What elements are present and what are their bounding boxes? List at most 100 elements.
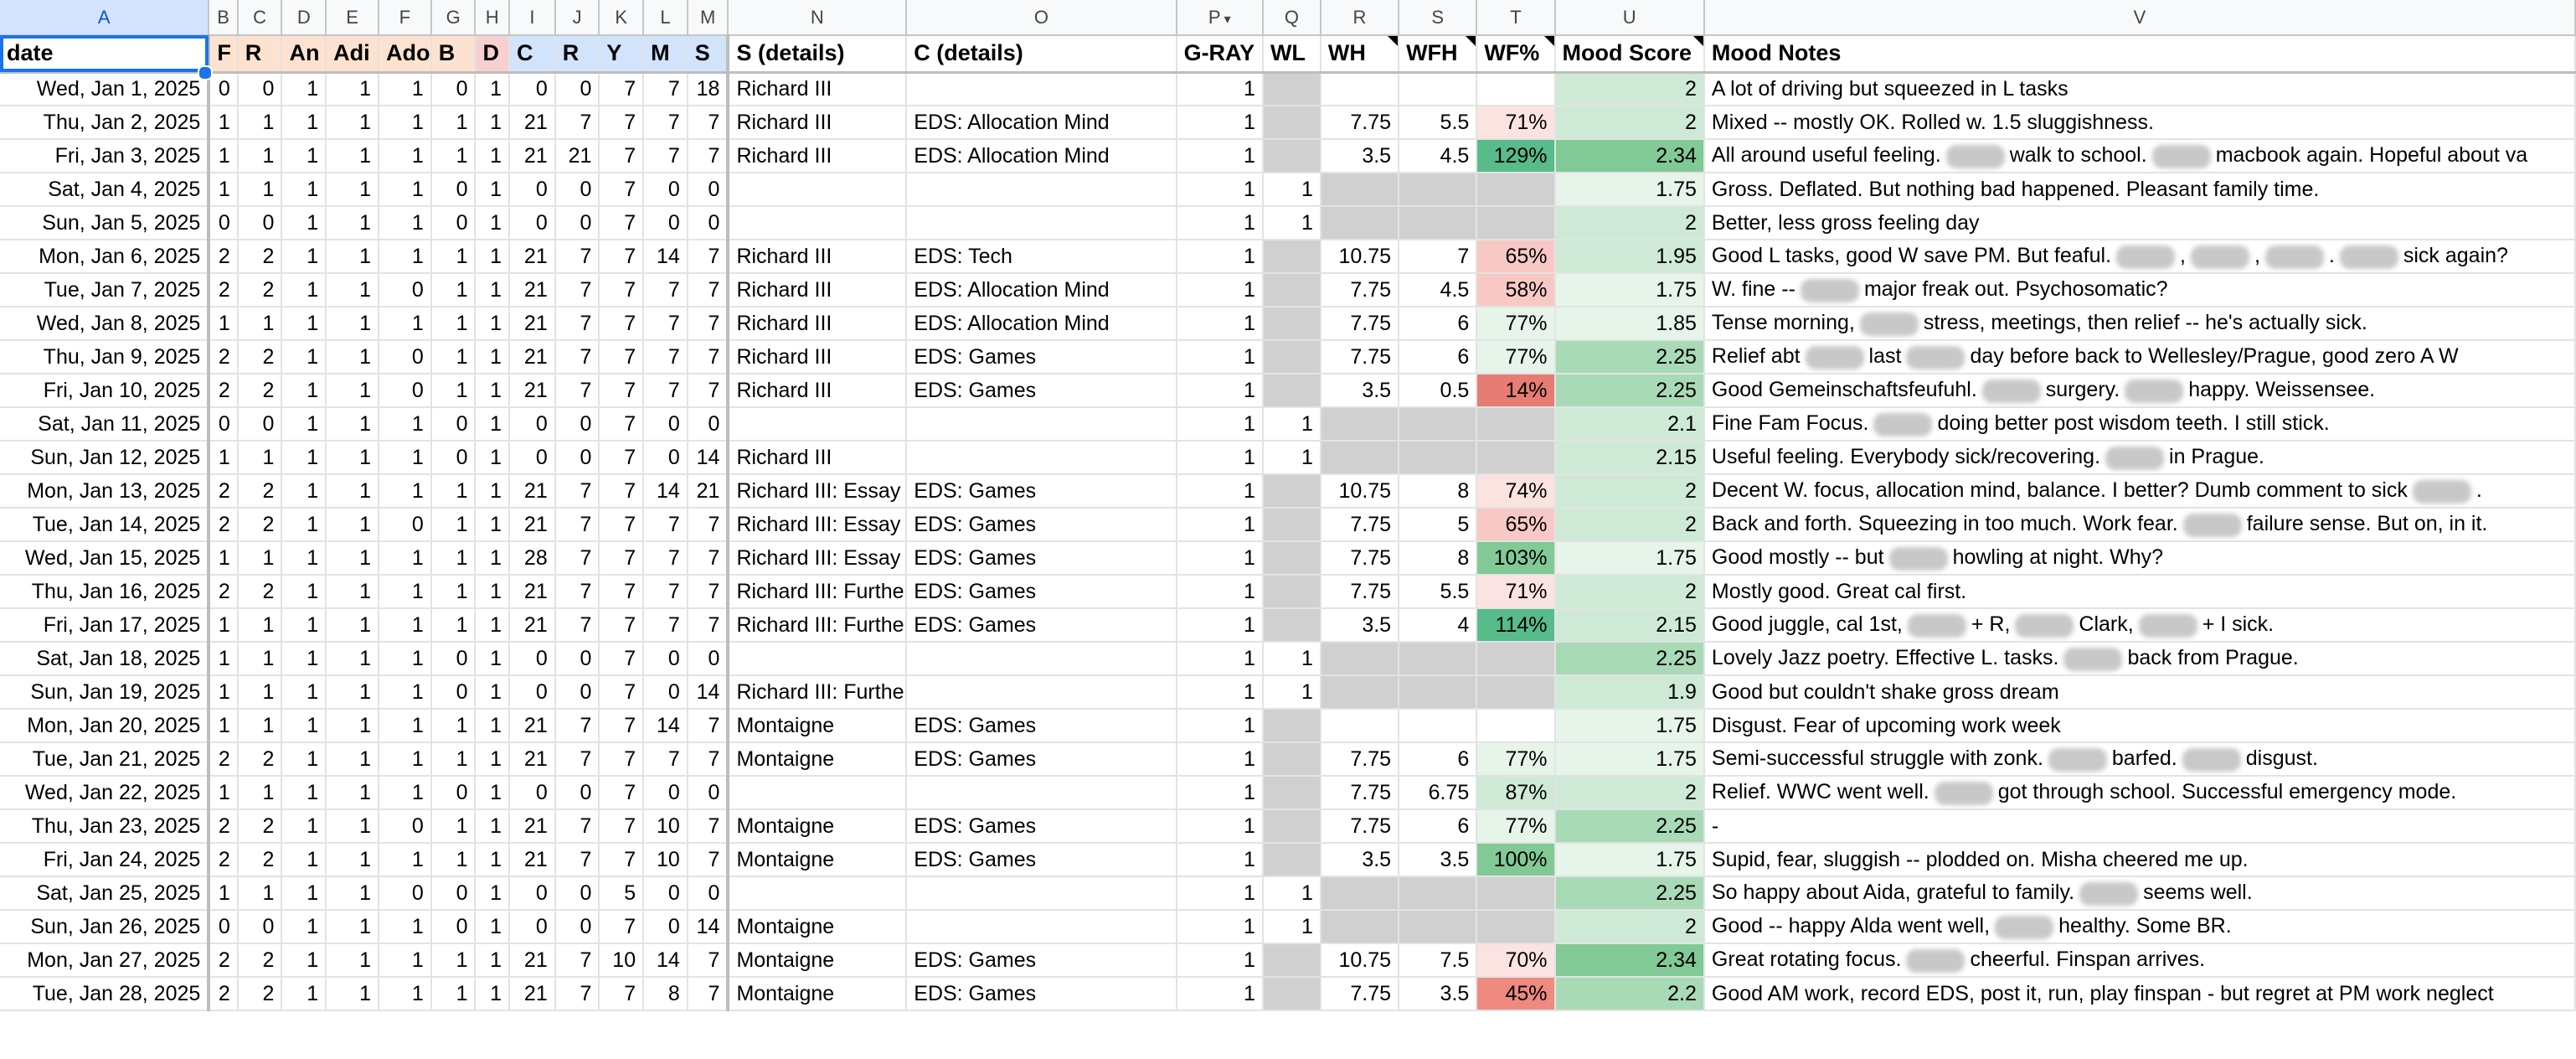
wfh-cell[interactable]: 6 [1399, 307, 1478, 341]
wfh-cell[interactable] [1399, 206, 1478, 240]
wl-cell[interactable] [1262, 273, 1321, 307]
value-cell[interactable]: 2 [237, 508, 283, 542]
value-cell[interactable]: 1 [237, 608, 283, 643]
c-details-cell[interactable]: EDS: Games [906, 742, 1177, 777]
value-cell[interactable]: 1 [378, 776, 432, 810]
value-cell[interactable]: 1 [237, 876, 283, 911]
value-cell[interactable]: 7 [643, 340, 688, 375]
wh-cell[interactable]: 7.75 [1320, 541, 1400, 576]
value-cell[interactable]: 21 [509, 240, 556, 274]
date-cell[interactable]: Sat, Jan 4, 2025 [0, 173, 211, 207]
value-cell[interactable]: 1 [378, 910, 432, 944]
value-cell[interactable]: 1 [475, 541, 511, 576]
value-cell[interactable]: 7 [643, 106, 688, 140]
value-cell[interactable]: 21 [509, 307, 556, 341]
value-cell[interactable]: 1 [326, 608, 379, 643]
value-cell[interactable]: 2 [209, 374, 239, 408]
wf-percent-cell[interactable]: 100% [1476, 843, 1556, 877]
s-details-cell[interactable] [728, 876, 908, 911]
mood-notes-cell[interactable]: - [1703, 809, 2576, 844]
date-cell[interactable]: Tue, Jan 21, 2025 [0, 742, 211, 777]
value-cell[interactable]: 1 [430, 709, 477, 743]
value-cell[interactable]: 7 [687, 307, 730, 341]
s-details-cell[interactable]: Montaigne [728, 809, 908, 844]
s-details-cell[interactable] [728, 173, 908, 207]
value-cell[interactable]: 21 [509, 809, 556, 844]
value-cell[interactable]: 1 [326, 474, 379, 509]
mood-notes-cell[interactable]: Back and forth. Squeezing in too much. W… [1703, 508, 2576, 542]
wh-cell[interactable]: 3.5 [1320, 374, 1400, 408]
value-cell[interactable]: 7 [599, 843, 645, 877]
wfh-cell[interactable]: 4.5 [1399, 273, 1478, 307]
wl-cell[interactable] [1262, 374, 1321, 408]
value-cell[interactable]: 1 [281, 809, 327, 844]
value-cell[interactable]: 0 [509, 776, 556, 810]
wl-cell[interactable]: 1 [1262, 206, 1321, 240]
wf-percent-cell[interactable] [1476, 876, 1556, 911]
wh-cell[interactable]: 10.75 [1320, 943, 1400, 978]
mood-notes-cell[interactable]: Supid, fear, sluggish -- plodded on. Mis… [1703, 843, 2576, 877]
c-details-cell[interactable]: EDS: Allocation Mind [906, 307, 1177, 341]
g-ray-cell[interactable]: 1 [1176, 474, 1264, 509]
wh-cell[interactable] [1320, 441, 1400, 475]
value-cell[interactable]: 14 [643, 240, 688, 274]
value-cell[interactable]: 2 [237, 943, 283, 978]
c-details-cell[interactable]: EDS: Games [906, 508, 1177, 542]
wh-cell[interactable]: 10.75 [1320, 240, 1400, 274]
value-cell[interactable]: 1 [209, 139, 239, 173]
header-cell[interactable]: Ado [378, 35, 432, 74]
wh-cell[interactable] [1320, 173, 1400, 207]
value-cell[interactable]: 2 [209, 273, 239, 307]
c-details-cell[interactable]: EDS: Allocation Mind [906, 106, 1177, 140]
value-cell[interactable]: 1 [378, 307, 432, 341]
value-cell[interactable]: 1 [326, 240, 379, 274]
value-cell[interactable]: 7 [687, 541, 730, 576]
wf-percent-cell[interactable] [1476, 642, 1556, 676]
value-cell[interactable]: 7 [643, 139, 688, 173]
value-cell[interactable]: 7 [554, 374, 600, 408]
value-cell[interactable]: 1 [430, 307, 477, 341]
value-cell[interactable]: 7 [599, 575, 645, 609]
wfh-cell[interactable] [1399, 876, 1478, 911]
wfh-cell[interactable]: 6 [1399, 742, 1478, 777]
mood-score-cell[interactable]: 1.75 [1554, 709, 1705, 743]
value-cell[interactable]: 0 [430, 642, 477, 676]
value-cell[interactable]: 7 [643, 374, 688, 408]
value-cell[interactable]: 1 [378, 139, 432, 173]
value-cell[interactable]: 7 [599, 809, 645, 844]
wl-cell[interactable] [1262, 106, 1321, 140]
mood-notes-cell[interactable]: Mixed -- mostly OK. Rolled w. 1.5 sluggi… [1703, 106, 2576, 140]
value-cell[interactable]: 14 [687, 910, 730, 944]
value-cell[interactable]: 21 [509, 474, 556, 509]
value-cell[interactable]: 7 [643, 608, 688, 643]
mood-notes-cell[interactable]: So happy about Aida, grateful to family.… [1703, 876, 2576, 911]
value-cell[interactable]: 7 [643, 307, 688, 341]
value-cell[interactable]: 7 [643, 742, 688, 777]
value-cell[interactable]: 0 [430, 206, 477, 240]
s-details-cell[interactable]: Richard III [728, 139, 908, 173]
value-cell[interactable]: 1 [430, 575, 477, 609]
value-cell[interactable]: 7 [554, 977, 600, 1011]
value-cell[interactable]: 0 [509, 407, 556, 442]
value-cell[interactable]: 2 [209, 474, 239, 509]
s-details-cell[interactable]: Montaigne [728, 843, 908, 877]
value-cell[interactable]: 1 [475, 173, 511, 207]
value-cell[interactable]: 7 [599, 106, 645, 140]
value-cell[interactable]: 1 [430, 541, 477, 576]
wf-percent-cell[interactable]: 14% [1476, 374, 1556, 408]
value-cell[interactable]: 7 [554, 508, 600, 542]
value-cell[interactable]: 28 [509, 541, 556, 576]
value-cell[interactable]: 1 [326, 876, 379, 911]
date-cell[interactable]: Sat, Jan 25, 2025 [0, 876, 211, 911]
column-header-r[interactable]: R [1320, 0, 1400, 36]
column-header-j[interactable]: J [554, 0, 600, 36]
c-details-cell[interactable] [906, 407, 1177, 442]
wf-percent-cell[interactable] [1476, 675, 1556, 710]
s-details-cell[interactable] [728, 642, 908, 676]
value-cell[interactable]: 1 [281, 943, 327, 978]
value-cell[interactable]: 0 [643, 441, 688, 475]
g-ray-cell[interactable]: 1 [1176, 173, 1264, 207]
wfh-cell[interactable] [1399, 675, 1478, 710]
value-cell[interactable]: 1 [281, 575, 327, 609]
value-cell[interactable]: 0 [509, 910, 556, 944]
